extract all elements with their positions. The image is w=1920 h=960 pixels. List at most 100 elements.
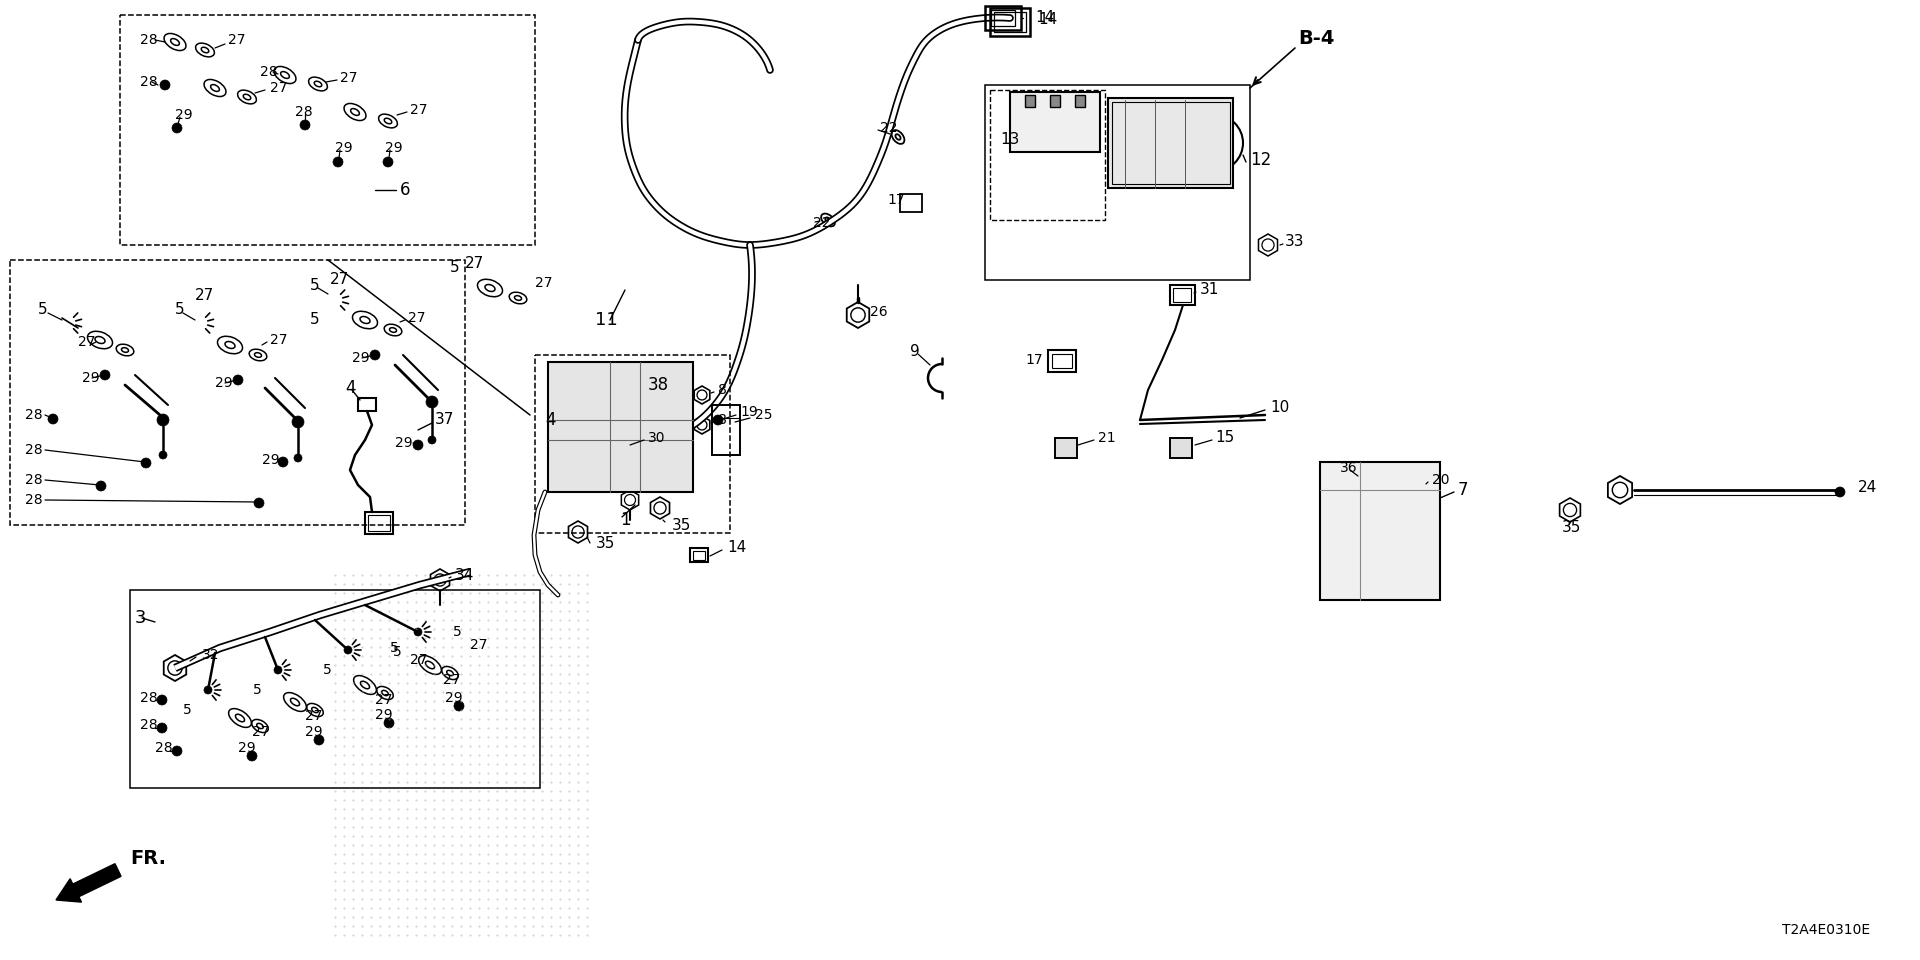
Bar	[369, 515, 390, 531]
Bar	[985, 85, 1250, 280]
Circle shape	[278, 457, 288, 467]
Text: 30: 30	[649, 431, 666, 445]
Text: 4: 4	[346, 379, 355, 397]
Circle shape	[275, 666, 282, 674]
Text: 6: 6	[399, 181, 411, 199]
Text: B-4: B-4	[1298, 29, 1334, 47]
Text: T2A4E0310E: T2A4E0310E	[1782, 923, 1870, 937]
Circle shape	[159, 80, 171, 90]
Text: 14: 14	[1035, 11, 1054, 26]
Circle shape	[159, 451, 167, 459]
Text: 29: 29	[261, 453, 280, 467]
Text: 28: 28	[140, 33, 157, 47]
Bar	[547, 362, 693, 492]
Text: 20: 20	[1432, 473, 1450, 487]
Text: 28: 28	[25, 443, 42, 457]
Text: 19: 19	[739, 405, 758, 419]
Text: 8: 8	[718, 413, 728, 427]
Circle shape	[292, 416, 303, 428]
Circle shape	[248, 751, 257, 761]
Bar	[1075, 95, 1085, 107]
Text: 37: 37	[436, 413, 455, 427]
Text: 1: 1	[620, 511, 630, 529]
Text: 29: 29	[238, 741, 255, 755]
Text: 5: 5	[323, 663, 332, 677]
Text: 35: 35	[672, 517, 691, 533]
Text: 29: 29	[374, 708, 392, 722]
Bar	[365, 512, 394, 534]
Text: 14: 14	[728, 540, 747, 556]
Bar	[1010, 92, 1100, 152]
Circle shape	[413, 440, 422, 450]
Circle shape	[157, 723, 167, 733]
Bar	[985, 6, 1021, 30]
Text: 27: 27	[340, 71, 357, 85]
Text: 27: 27	[407, 311, 426, 325]
Bar	[1321, 462, 1440, 600]
Circle shape	[232, 375, 244, 385]
Text: 27: 27	[444, 673, 461, 687]
Bar	[991, 10, 1016, 26]
FancyArrow shape	[56, 864, 121, 902]
Text: 27: 27	[470, 638, 488, 652]
Text: 24: 24	[1859, 481, 1878, 495]
Circle shape	[173, 746, 182, 756]
Text: 29: 29	[396, 436, 413, 450]
Bar	[991, 90, 1106, 220]
Bar	[1169, 285, 1194, 305]
Text: 9: 9	[910, 345, 920, 359]
Bar	[1050, 95, 1060, 107]
Text: 5: 5	[182, 703, 192, 717]
Text: 17: 17	[887, 193, 904, 207]
Text: 5: 5	[309, 277, 319, 293]
Text: 33: 33	[1284, 234, 1304, 250]
Text: 28: 28	[140, 718, 157, 732]
Text: 27: 27	[374, 693, 392, 707]
Text: 27: 27	[536, 276, 553, 290]
Text: 27: 27	[330, 273, 349, 287]
Circle shape	[371, 350, 380, 360]
Text: 32: 32	[202, 648, 219, 662]
Text: 27: 27	[411, 103, 428, 117]
Bar	[10, 260, 465, 525]
Text: 36: 36	[1340, 461, 1357, 475]
Bar	[357, 398, 376, 411]
Bar	[1112, 102, 1231, 184]
Circle shape	[426, 396, 438, 408]
Text: 7: 7	[1457, 481, 1469, 499]
Text: 27: 27	[228, 33, 246, 47]
Circle shape	[315, 735, 324, 745]
Circle shape	[100, 370, 109, 380]
Bar	[1054, 438, 1077, 458]
Circle shape	[622, 440, 634, 452]
Circle shape	[344, 646, 351, 654]
Bar	[991, 8, 1029, 36]
Text: 28: 28	[156, 741, 173, 755]
Text: 29: 29	[386, 141, 403, 155]
Text: 38: 38	[649, 376, 670, 394]
Bar	[1173, 288, 1190, 302]
Text: 28: 28	[259, 65, 278, 79]
Bar	[1052, 354, 1071, 368]
Text: 5: 5	[253, 683, 261, 697]
Text: 5: 5	[175, 302, 184, 318]
Text: 5: 5	[394, 645, 401, 659]
Bar	[1169, 438, 1192, 458]
Text: 29: 29	[445, 691, 463, 705]
Bar	[900, 194, 922, 212]
Text: 35: 35	[595, 536, 616, 550]
Bar	[131, 590, 540, 788]
Text: 35: 35	[1563, 520, 1582, 536]
Text: 29: 29	[175, 108, 192, 122]
Circle shape	[253, 498, 265, 508]
Text: 25: 25	[755, 408, 772, 422]
Bar	[689, 548, 708, 562]
Text: 28: 28	[25, 473, 42, 487]
Bar	[1048, 350, 1075, 372]
Text: 28: 28	[25, 408, 42, 422]
Circle shape	[96, 481, 106, 491]
Text: 5: 5	[453, 625, 461, 639]
Text: 8: 8	[718, 383, 728, 397]
Text: 27: 27	[305, 709, 323, 723]
Circle shape	[173, 123, 182, 133]
